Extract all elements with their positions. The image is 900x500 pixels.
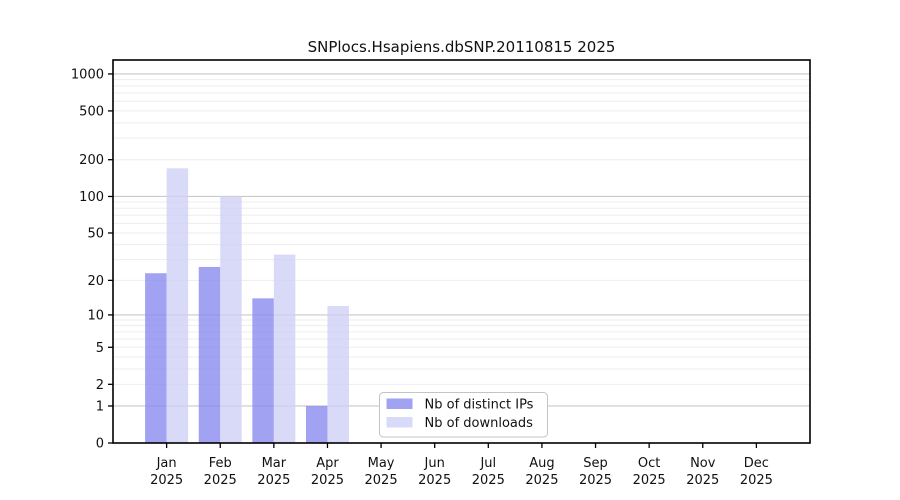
x-tick-label-month-jan: Jan: [156, 456, 177, 471]
bar-nb-of-downloads-apr: [327, 305, 349, 443]
y-tick-label-1: 1: [96, 399, 104, 414]
x-tick-label-year-jul: 2025: [472, 473, 505, 488]
x-tick-label-year-oct: 2025: [633, 473, 666, 488]
y-tick-label-100: 100: [79, 190, 104, 205]
legend-label-distinct-ips: Nb of distinct IPs: [425, 398, 534, 413]
legend-label-downloads: Nb of downloads: [425, 416, 534, 431]
x-tick-label-month-jul: Jul: [479, 456, 496, 471]
y-tick-label-2: 2: [96, 378, 104, 393]
x-tick-label-year-aug: 2025: [525, 473, 558, 488]
x-tick-label-year-may: 2025: [365, 473, 398, 488]
y-tick-label-0: 0: [96, 437, 104, 452]
y-tick-label-500: 500: [79, 104, 104, 119]
x-tick-label-month-aug: Aug: [529, 456, 554, 471]
x-tick-label-month-sep: Sep: [583, 456, 608, 471]
y-tick-label-200: 200: [79, 153, 104, 168]
x-tick-label-month-nov: Nov: [690, 456, 716, 471]
bar-nb-of-distinct-ips-feb: [198, 266, 221, 443]
plot-border: [112, 59, 811, 444]
y-tick-label-1000: 1000: [71, 67, 104, 82]
bar-nb-of-distinct-ips-apr: [305, 405, 328, 443]
bar-nb-of-distinct-ips-mar: [252, 298, 274, 443]
x-tick-label-month-apr: Apr: [316, 456, 339, 471]
x-tick-label-month-oct: Oct: [638, 456, 660, 471]
x-tick-label-year-sep: 2025: [579, 473, 612, 488]
y-tick-label-10: 10: [87, 308, 104, 323]
y-tick-label-5: 5: [96, 341, 104, 356]
legend-swatch-downloads: [386, 417, 413, 428]
x-tick-label-month-feb: Feb: [209, 456, 232, 471]
bar-nb-of-downloads-jan: [166, 168, 189, 443]
y-tick-label-50: 50: [87, 226, 104, 241]
x-tick-label-year-nov: 2025: [686, 473, 719, 488]
x-tick-label-year-jun: 2025: [418, 473, 451, 488]
bar-nb-of-downloads-feb: [220, 196, 242, 443]
bar-nb-of-distinct-ips-jan: [145, 273, 167, 443]
x-tick-label-year-feb: 2025: [204, 473, 237, 488]
x-tick-label-year-apr: 2025: [311, 473, 344, 488]
y-tick-label-20: 20: [87, 274, 104, 289]
legend-box: [379, 392, 548, 438]
x-tick-label-month-mar: Mar: [262, 456, 287, 471]
x-tick-label-month-dec: Dec: [744, 456, 769, 471]
x-tick-label-month-may: May: [368, 456, 395, 471]
x-tick-label-month-jun: Jun: [424, 456, 445, 471]
x-tick-label-year-mar: 2025: [257, 473, 290, 488]
x-tick-label-year-dec: 2025: [740, 473, 773, 488]
bar-nb-of-downloads-mar: [273, 254, 296, 443]
legend-swatch-distinct-ips: [386, 398, 413, 409]
x-tick-label-year-jan: 2025: [150, 473, 183, 488]
chart-title: SNPlocs.Hsapiens.dbSNP.20110815 2025: [308, 38, 616, 56]
